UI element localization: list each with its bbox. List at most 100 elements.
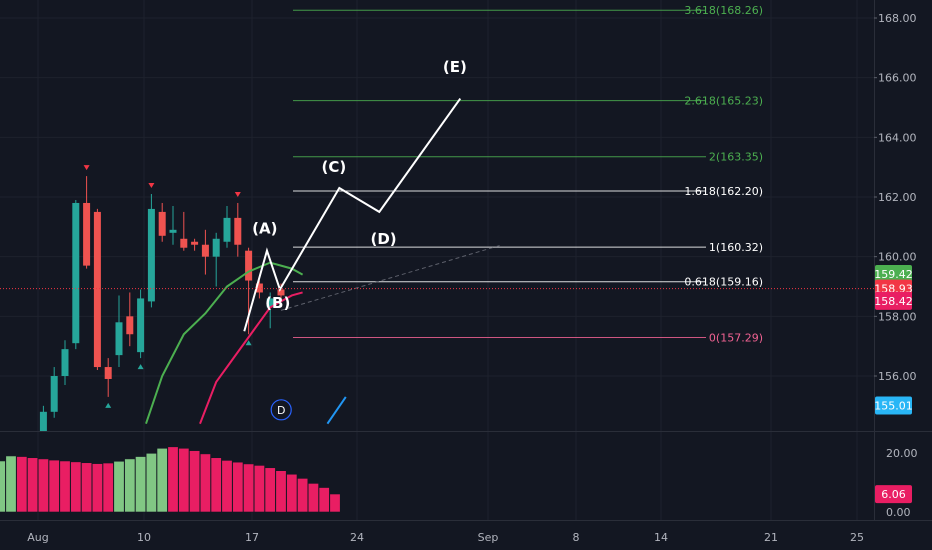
price-badge-label: 155.01 (874, 400, 913, 413)
time-tick-label: 17 (245, 531, 259, 544)
oscillator-bar (232, 461, 244, 513)
fib-level-label: 1.618(162.20) (684, 185, 763, 198)
oscillator-bar (253, 465, 265, 513)
oscillator-value-badge (875, 485, 912, 504)
oscillator-bar (135, 456, 147, 513)
oscillator-bar (167, 446, 179, 513)
candle-body (245, 250, 253, 281)
oscillator-bar (27, 457, 39, 513)
price-tick-label: 164.00 (878, 131, 917, 144)
fib-level-label: 3.618(168.26) (684, 4, 763, 17)
dashed-trendline (280, 244, 503, 311)
fibonacci-levels: 3.618(168.26) 2.618(165.23) 2(163.35) 1.618… (293, 4, 763, 345)
fib-level-label: 2(163.35) (709, 151, 763, 164)
low-pivot-marker (137, 364, 144, 370)
price-tick-label: 156.00 (878, 370, 917, 383)
candle-body (137, 298, 145, 353)
candle-body (191, 241, 199, 245)
candle-body (61, 349, 69, 376)
candle-body (104, 367, 112, 379)
candle-body (277, 289, 285, 296)
oscillator-bar (59, 460, 71, 513)
time-tick-label: 10 (137, 531, 151, 544)
oscillator-bar (243, 463, 255, 513)
candle-body (126, 316, 134, 335)
moving-average-line (145, 261, 304, 425)
candle-body (50, 376, 58, 412)
time-tick-label: 14 (654, 531, 668, 544)
oscillator-bar (0, 460, 6, 513)
oscillator-bar (189, 450, 201, 513)
oscillator-bar (199, 453, 211, 513)
oscillator-bar (102, 462, 114, 513)
candle-body (234, 217, 242, 245)
price-tick-label: 162.00 (878, 191, 917, 204)
candle-body (115, 322, 123, 356)
time-tick-label: 24 (350, 531, 364, 544)
oscillator-bar (91, 463, 103, 513)
low-pivot-marker (105, 402, 112, 408)
dividend-badge (270, 399, 292, 421)
oscillator-bar (210, 457, 222, 513)
time-tick-label: 8 (573, 531, 580, 544)
oscillator-bar (48, 459, 60, 513)
moving-averages (145, 261, 304, 425)
oscillator-bar (286, 473, 298, 513)
price-badge-label: 159.42 (874, 268, 913, 281)
wave-label: (D) (371, 230, 397, 248)
candle-body (223, 217, 231, 242)
high-pivot-marker (234, 191, 241, 197)
high-pivot-marker (83, 165, 90, 171)
oscillator-bar (5, 455, 17, 513)
oscillator-value-label: 6.06 (881, 488, 906, 501)
price-badge (875, 291, 912, 310)
oscillator-bar (275, 470, 287, 513)
price-tick-label: 160.00 (878, 251, 917, 264)
oscillator-tick-label: 0.00 (886, 506, 911, 519)
price-badge-label: 158.42 (874, 295, 913, 308)
time-tick-label: 21 (764, 531, 778, 544)
candle-body (255, 283, 263, 293)
blue-indicator-line (326, 396, 347, 425)
time-tick-label: 25 (850, 531, 864, 544)
oscillator-bar (16, 456, 28, 513)
fib-level-label: 2.618(165.23) (684, 95, 763, 108)
oscillator-pane (0, 431, 932, 513)
moving-average-line (199, 291, 303, 425)
wave-label: (B) (265, 294, 290, 312)
elliott-wave-projection: (A) (B) (C) (D) (E) D (0, 58, 874, 425)
wave-path (243, 97, 462, 332)
wave-label: (A) (252, 219, 277, 237)
price-tick-label: 166.00 (878, 72, 917, 85)
candle-body (169, 229, 177, 233)
oscillator-bar (221, 460, 233, 513)
price-badge (875, 264, 912, 283)
fib-level-label: 1(160.32) (709, 241, 763, 254)
candle-body (212, 238, 220, 257)
candle-body (266, 298, 274, 308)
price-tick-label: 168.00 (878, 12, 917, 25)
candle-body (201, 244, 209, 257)
dividend-badge-label: D (277, 404, 285, 417)
oscillator-bar (37, 458, 49, 513)
fib-level-label: 0(157.29) (709, 332, 763, 345)
wave-label: (E) (443, 58, 467, 76)
candle-body (180, 238, 188, 248)
oscillator-bar (329, 493, 341, 513)
candle-body (158, 211, 166, 236)
oscillator-bar (124, 458, 136, 513)
oscillator-bar (297, 478, 309, 513)
high-pivot-marker (148, 183, 155, 189)
candle-body (93, 211, 101, 368)
oscillator-bar (307, 483, 319, 513)
candlestick-series (39, 176, 285, 431)
oscillator-bar (113, 460, 125, 513)
candle-body (39, 411, 47, 431)
candle-body (83, 202, 91, 266)
time-tick-label: Sep (478, 531, 499, 544)
candle-body (72, 202, 80, 344)
oscillator-bar (318, 487, 330, 513)
candle-body (147, 208, 155, 302)
